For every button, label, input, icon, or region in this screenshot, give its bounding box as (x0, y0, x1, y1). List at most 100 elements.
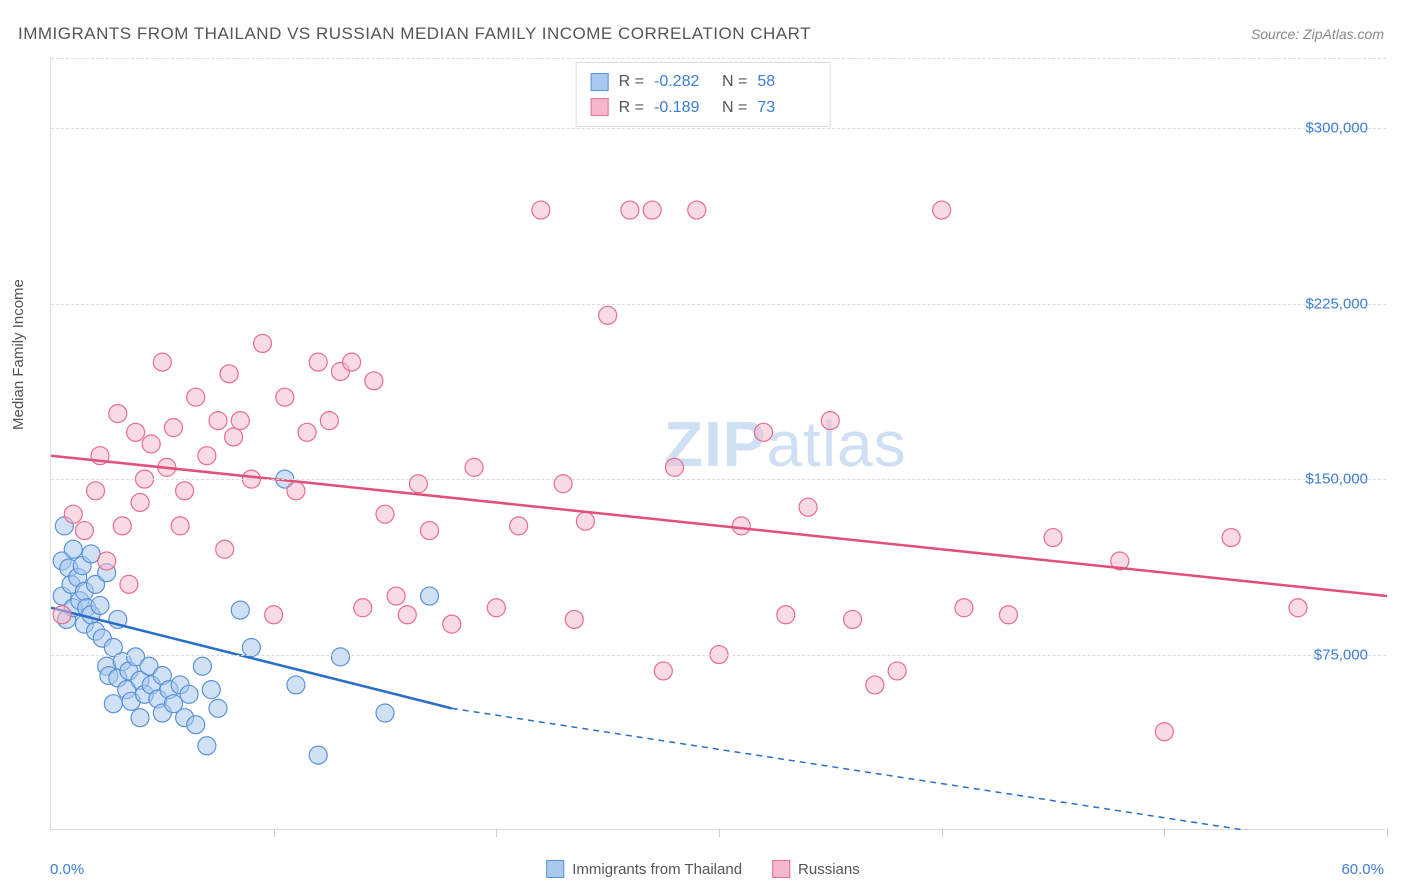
x-tick (1387, 829, 1388, 837)
data-point (354, 599, 372, 617)
grid-line (51, 128, 1386, 129)
x-tick (496, 829, 497, 837)
data-point (91, 596, 109, 614)
data-point (171, 517, 189, 535)
data-point (120, 575, 138, 593)
data-point (1044, 529, 1062, 547)
data-point (276, 388, 294, 406)
data-point (309, 353, 327, 371)
data-point (688, 201, 706, 219)
data-point (131, 493, 149, 511)
data-point (1222, 529, 1240, 547)
data-point (298, 423, 316, 441)
data-point (225, 428, 243, 446)
data-point (254, 334, 272, 352)
legend-item: Immigrants from Thailand (546, 860, 742, 878)
legend-label: Immigrants from Thailand (572, 861, 742, 878)
data-point (153, 353, 171, 371)
x-axis-min-label: 0.0% (50, 861, 84, 878)
data-point (104, 695, 122, 713)
stat-r-value: -0.282 (654, 69, 712, 95)
data-point (87, 482, 105, 500)
swatch-icon (546, 860, 564, 878)
swatch-icon (591, 98, 609, 116)
data-point (565, 610, 583, 628)
data-point (287, 676, 305, 694)
data-point (209, 412, 227, 430)
data-point (202, 681, 220, 699)
scatter-svg (51, 58, 1387, 830)
data-point (109, 405, 127, 423)
data-point (180, 685, 198, 703)
x-tick (274, 829, 275, 837)
grid-line (51, 58, 1386, 59)
x-tick (942, 829, 943, 837)
stat-r-value: -0.189 (654, 95, 712, 121)
data-point (443, 615, 461, 633)
data-point (331, 648, 349, 666)
data-point (398, 606, 416, 624)
grid-line (51, 655, 1386, 656)
data-point (265, 606, 283, 624)
data-point (576, 512, 594, 530)
swatch-icon (772, 860, 790, 878)
stats-row: R =-0.282N =58 (591, 69, 816, 95)
data-point (1289, 599, 1307, 617)
data-point (465, 458, 483, 476)
data-point (755, 423, 773, 441)
data-point (198, 737, 216, 755)
data-point (176, 482, 194, 500)
grid-line (51, 304, 1386, 305)
chart-title: IMMIGRANTS FROM THAILAND VS RUSSIAN MEDI… (18, 24, 811, 44)
data-point (309, 746, 327, 764)
data-point (376, 505, 394, 523)
data-point (187, 716, 205, 734)
trend-line-extrapolated (452, 708, 1320, 830)
data-point (98, 552, 116, 570)
data-point (510, 517, 528, 535)
data-point (844, 610, 862, 628)
data-point (732, 517, 750, 535)
data-point (64, 540, 82, 558)
correlation-stats-box: R =-0.282N =58R =-0.189N =73 (576, 62, 831, 127)
y-tick-label: $75,000 (1314, 646, 1368, 663)
y-axis-label: Median Family Income (10, 279, 27, 430)
data-point (75, 522, 93, 540)
data-point (164, 419, 182, 437)
data-point (421, 587, 439, 605)
data-point (421, 522, 439, 540)
x-axis-max-label: 60.0% (1341, 861, 1384, 878)
data-point (409, 475, 427, 493)
x-tick (719, 829, 720, 837)
data-point (866, 676, 884, 694)
data-point (643, 201, 661, 219)
stat-r-label: R = (619, 95, 644, 121)
data-point (777, 606, 795, 624)
stat-n-label: N = (722, 95, 747, 121)
data-point (665, 458, 683, 476)
data-point (131, 709, 149, 727)
stat-n-value: 73 (757, 95, 815, 121)
data-point (654, 662, 672, 680)
data-point (387, 587, 405, 605)
data-point (320, 412, 338, 430)
trend-line (51, 456, 1387, 596)
data-point (231, 412, 249, 430)
data-point (220, 365, 238, 383)
data-point (142, 435, 160, 453)
data-point (487, 599, 505, 617)
data-point (821, 412, 839, 430)
data-point (554, 475, 572, 493)
source-attribution: Source: ZipAtlas.com (1251, 26, 1384, 42)
legend: Immigrants from ThailandRussians (546, 860, 860, 878)
data-point (999, 606, 1017, 624)
data-point (198, 447, 216, 465)
data-point (532, 201, 550, 219)
data-point (376, 704, 394, 722)
data-point (933, 201, 951, 219)
data-point (53, 606, 71, 624)
stat-r-label: R = (619, 69, 644, 95)
data-point (209, 699, 227, 717)
data-point (193, 657, 211, 675)
data-point (64, 505, 82, 523)
